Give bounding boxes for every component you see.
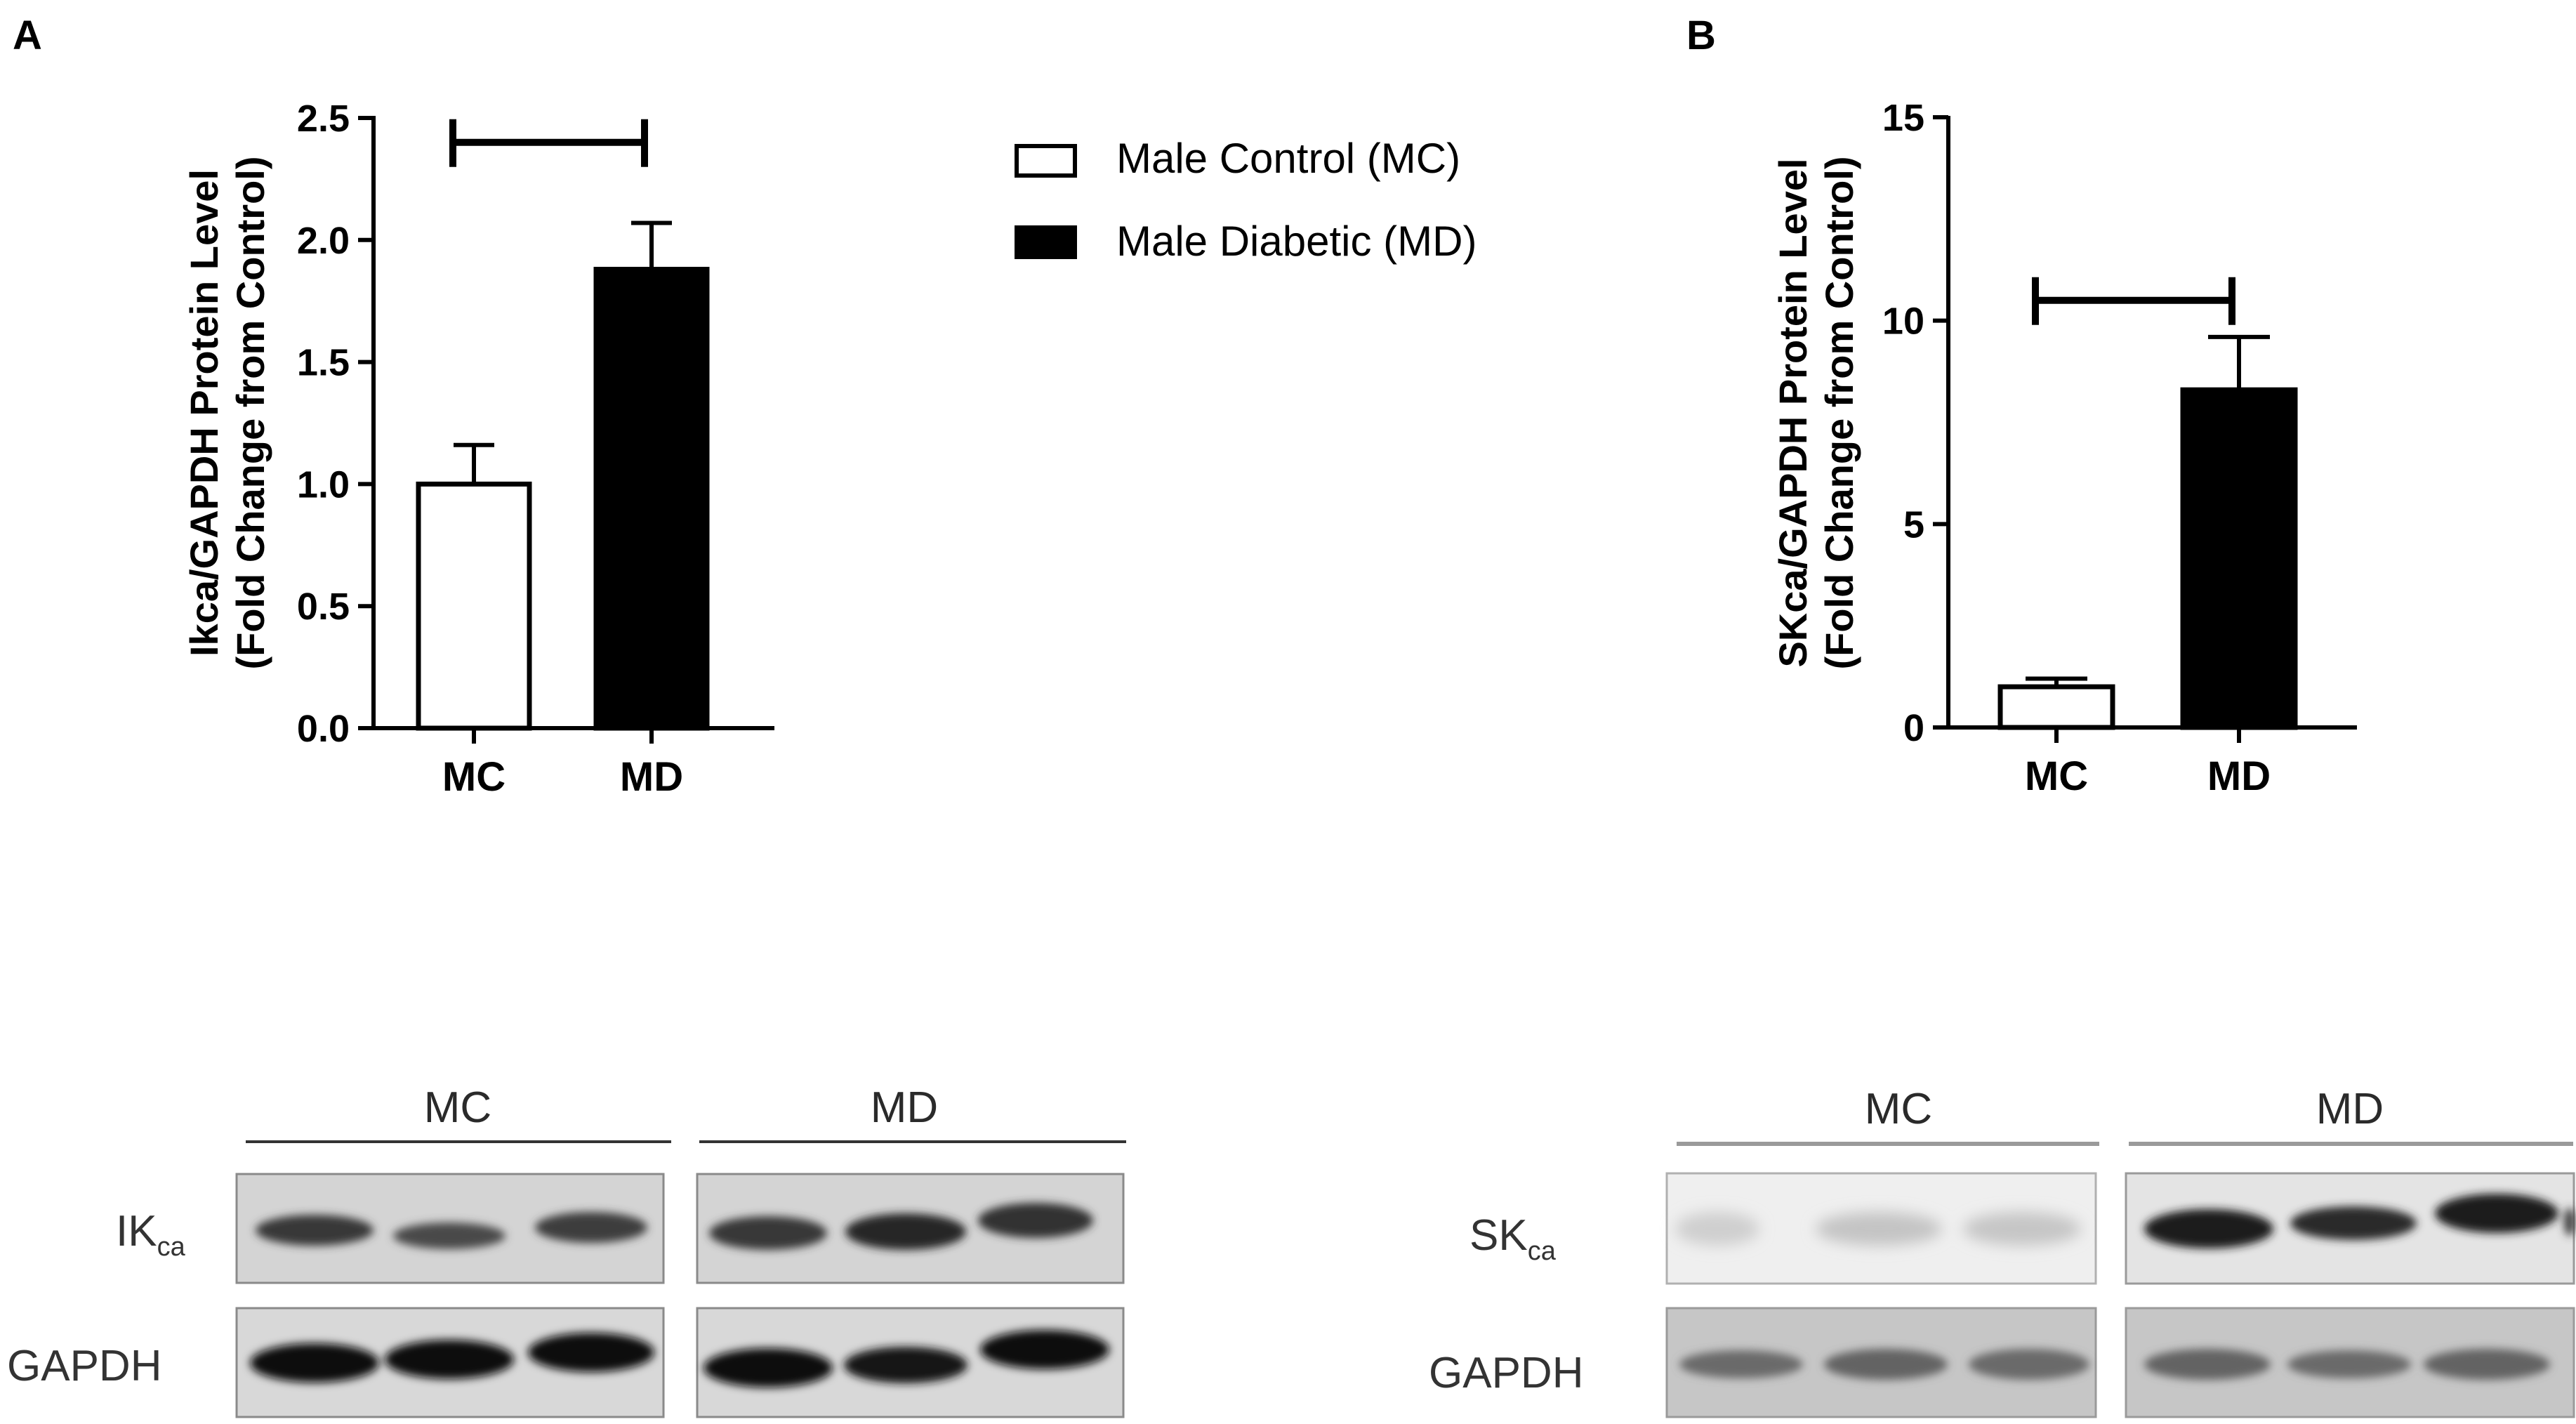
chart-a: Ikca/GAPDH Protein Level (Fold Change fr… (182, 98, 774, 800)
blot1-gapdh-band (250, 1343, 379, 1383)
chart-b-ylabel-line1: SKca/GAPDH Protein Level (1771, 158, 1815, 667)
chart-a-y-axis-label: Ikca/GAPDH Protein Level (Fold Change fr… (182, 156, 272, 669)
y-tick-label: 1.5 (297, 342, 350, 384)
x-tick-label: MC (2025, 753, 2088, 799)
panel-label-a: A (13, 13, 42, 58)
blot1-ikca-band (845, 1213, 966, 1250)
chart-a-significance-bracket (449, 119, 648, 167)
blot2-skca-band (2290, 1206, 2417, 1240)
chart-a-y-ticks: 0.0 0.5 1.0 1.5 2.0 2.5 (297, 98, 374, 750)
bar-md (593, 267, 710, 731)
y-tick-label: 2.5 (297, 98, 350, 140)
legend-label-md: Male Diabetic (MD) (1116, 218, 1477, 265)
chart-a-bars (416, 267, 710, 731)
blot1-gapdh-band (704, 1348, 833, 1387)
blot2-skca-band (1963, 1212, 2081, 1246)
blot2-gapdh-band (2424, 1349, 2550, 1380)
chart-a-ylabel-line2: (Fold Change from Control) (228, 156, 272, 669)
bar-mc (416, 481, 532, 731)
y-tick-label: 0.0 (297, 708, 350, 750)
blot2-row-label-skca: SKca (1469, 1211, 1557, 1266)
blot2-skca-band (1675, 1212, 1759, 1246)
bar-mc (1997, 684, 2115, 730)
blot1-ikca-band (393, 1222, 506, 1249)
legend-label-mc: Male Control (MC) (1116, 135, 1460, 182)
blot1-group-label-md: MD (871, 1083, 938, 1132)
blot1-group-label-mc: MC (424, 1083, 491, 1132)
chart-a-x-ticks: MC MD (442, 728, 683, 800)
blot2-group-label-mc: MC (1865, 1085, 1932, 1133)
chart-b-ylabel-line2: (Fold Change from Control) (1817, 156, 1861, 669)
y-tick-label: 10 (1882, 301, 1924, 343)
blot2-gapdh-band (1679, 1350, 1803, 1378)
chart-a-error-bars (454, 220, 672, 484)
blot1-ikca-band (256, 1215, 374, 1246)
y-tick-label: 0 (1903, 707, 1924, 749)
blot2-gapdh-band (1824, 1349, 1948, 1380)
blot1-ikca-band (709, 1216, 827, 1250)
legend: Male Control (MC) Male Diabetic (MD) (1015, 135, 1477, 265)
chart-b-y-axis-label: SKca/GAPDH Protein Level (Fold Change fr… (1771, 156, 1861, 669)
x-tick-label: MD (2207, 753, 2271, 799)
chart-b-y-ticks: 0 5 10 15 (1882, 97, 1948, 749)
panel-label-b: B (1686, 13, 1716, 58)
blot1-ikca-band (978, 1203, 1093, 1238)
blot1-gapdh-band (385, 1340, 514, 1379)
blot2-gapdh-band (1969, 1349, 2089, 1380)
blot2-gapdh-band (2144, 1349, 2271, 1380)
chart-a-ylabel-line1: Ikca/GAPDH Protein Level (182, 169, 226, 657)
blot2-skca-band (1816, 1212, 1942, 1246)
blot2-skca-band (2144, 1209, 2273, 1248)
blot2-group-label-md: MD (2316, 1085, 2384, 1133)
chart-b-x-ticks: MC MD (2025, 727, 2271, 799)
legend-swatch-mc (1015, 144, 1077, 178)
x-tick-label: MD (620, 754, 683, 800)
x-tick-label: MC (442, 754, 506, 800)
blot1-gapdh-band (980, 1330, 1109, 1369)
y-tick-label: 5 (1903, 503, 1924, 546)
blot1-gapdh-band (528, 1333, 654, 1372)
blot1-row-label-ikca: IKca (116, 1207, 186, 1262)
blot2-skca-band (2435, 1194, 2558, 1233)
blot2-skca-band (2564, 1208, 2575, 1236)
chart-b-error-bars (2026, 334, 2270, 687)
y-tick-label: 0.5 (297, 586, 350, 628)
blot2-gapdh-band (2287, 1350, 2411, 1378)
legend-swatch-md (1015, 225, 1077, 259)
chart-b-bars (1997, 387, 2298, 730)
y-tick-label: 2.0 (297, 220, 350, 262)
blot2-row-label-gapdh: GAPDH (1429, 1349, 1583, 1397)
blot1-gapdh-band (844, 1347, 967, 1383)
chart-b-significance-bracket (2032, 277, 2235, 325)
chart-b: SKca/GAPDH Protein Level (Fold Change fr… (1771, 97, 2357, 799)
blot1-row-label-gapdh: GAPDH (7, 1342, 161, 1390)
y-tick-label: 15 (1882, 97, 1924, 139)
western-blot-skca: MC MD SKca GAPDH (1429, 1085, 2575, 1418)
blot1-ikca-band (535, 1212, 647, 1243)
y-tick-label: 1.0 (297, 463, 350, 506)
bar-md (2180, 387, 2298, 730)
western-blot-ikca: MC MD IKca GAPDH (7, 1083, 1126, 1418)
